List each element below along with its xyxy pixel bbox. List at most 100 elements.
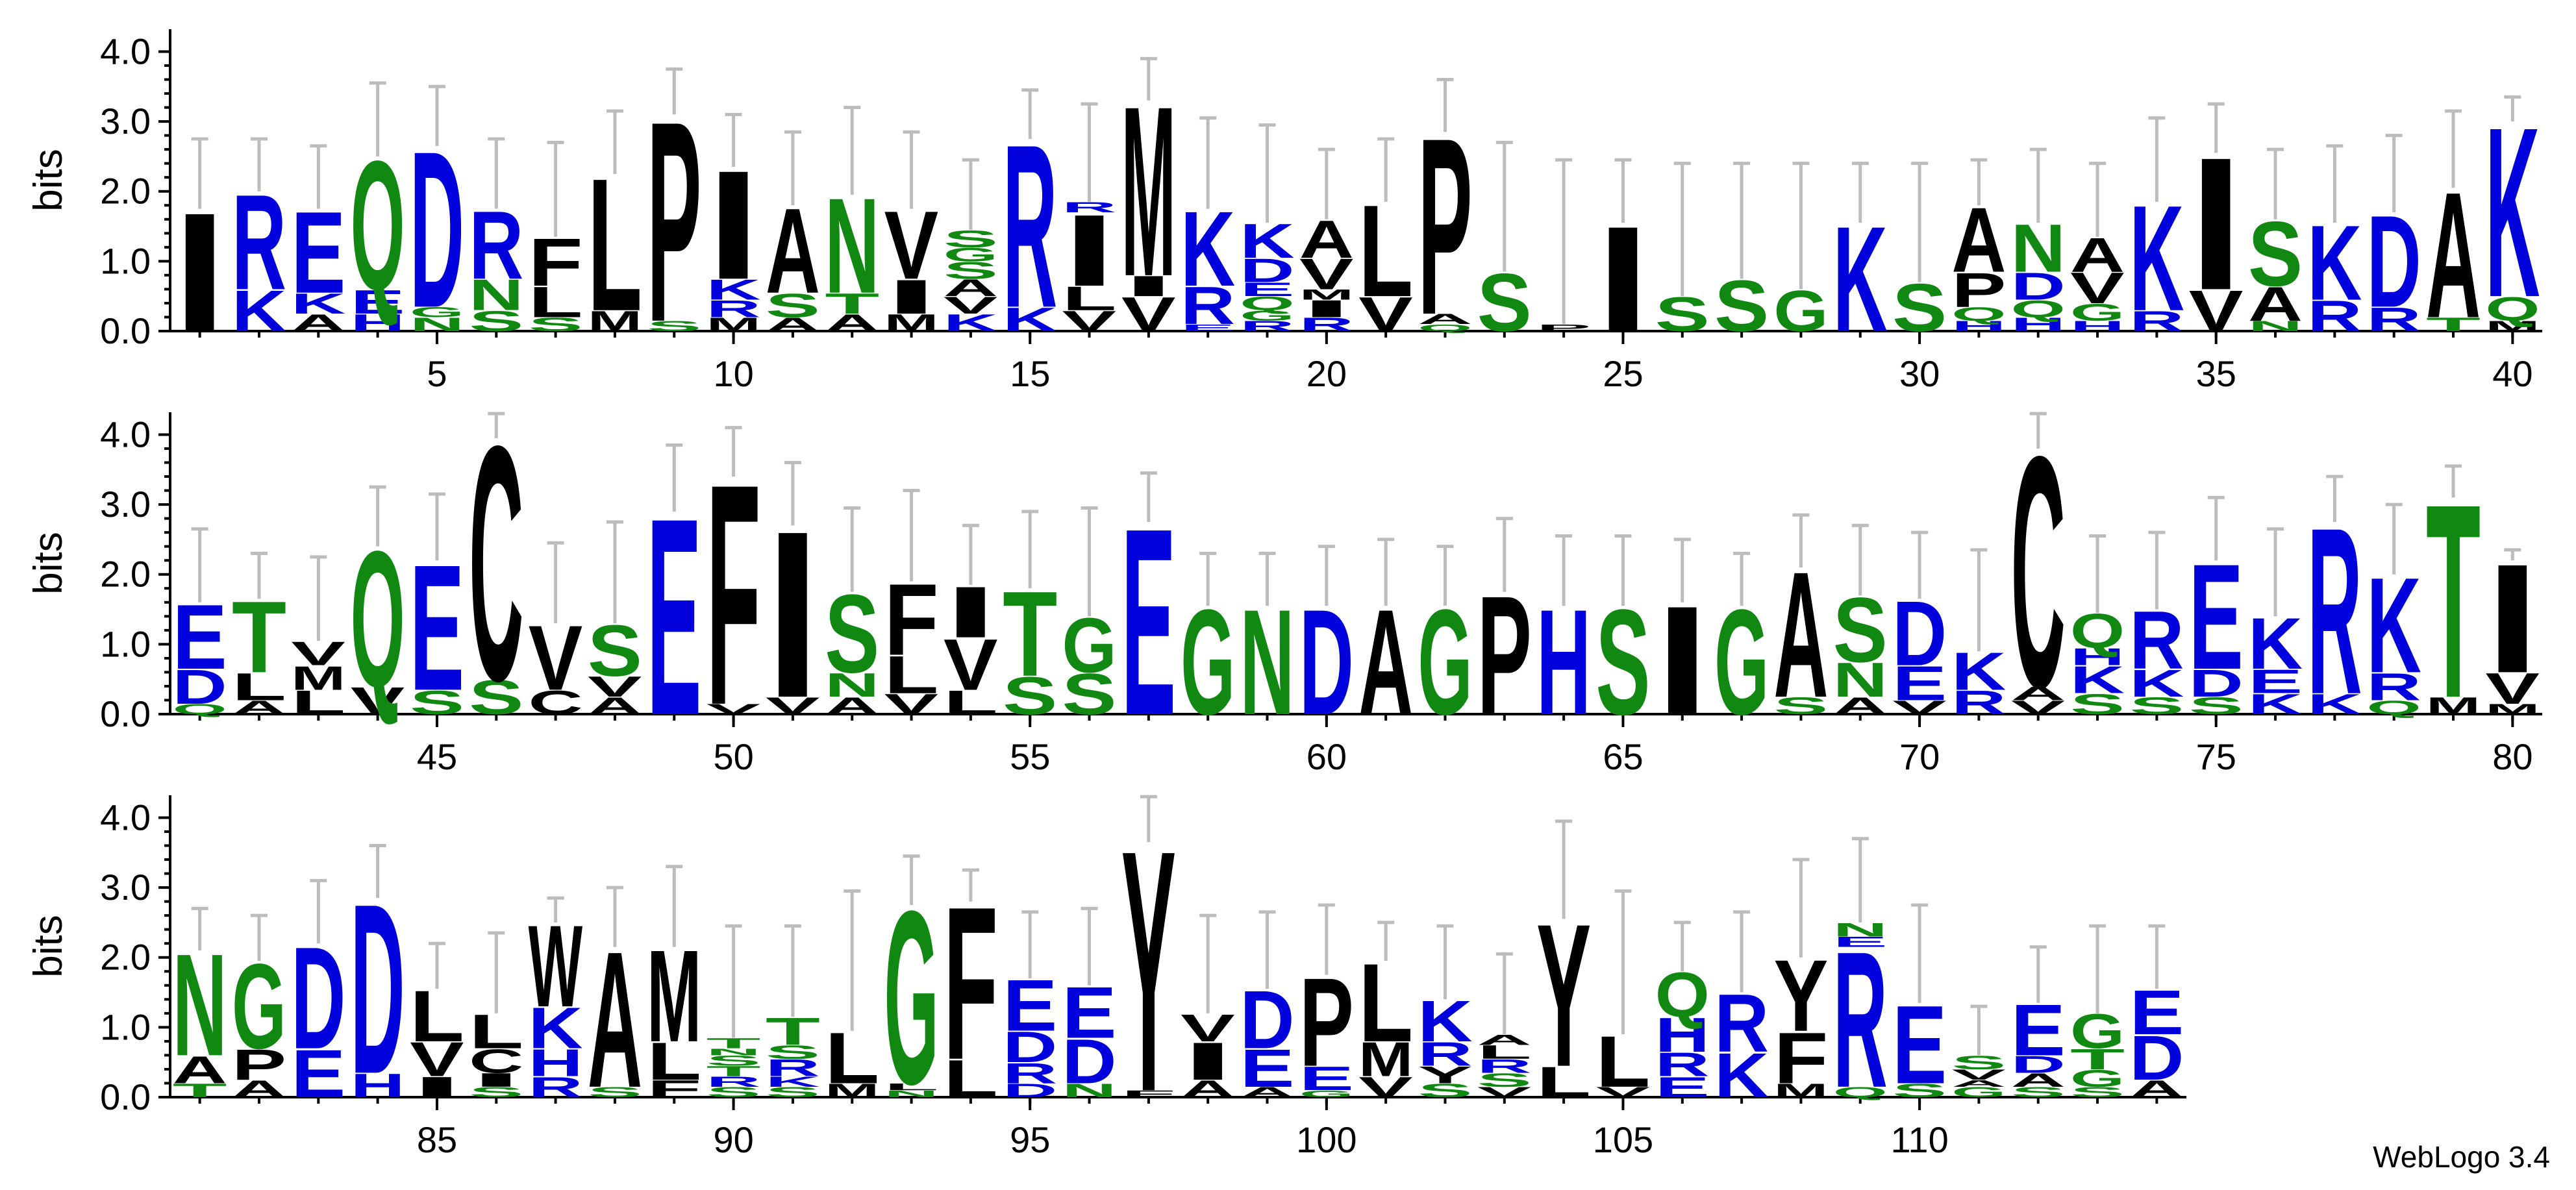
logo-letter-G: G xyxy=(1299,1089,1354,1100)
logo-letter-A: A xyxy=(173,1048,227,1091)
logo-letter-I: I xyxy=(1299,295,1354,323)
logo-letter-N: N xyxy=(1240,578,1295,746)
logo-letter-M: M xyxy=(2485,701,2540,717)
weblogo-credit: WebLogo 3.4 xyxy=(2373,1140,2550,1174)
logo-letter-V: V xyxy=(944,624,998,705)
logo-letter-G: G xyxy=(1062,602,1117,689)
logo-letter-R: R xyxy=(1003,1057,1057,1089)
logo-letter-G: G xyxy=(884,860,939,1136)
logo-letter-I: I xyxy=(1062,194,1117,308)
logo-letter-N: N xyxy=(1833,652,1888,707)
logo-letter-S: S xyxy=(1595,578,1650,747)
logo-letter-L: L xyxy=(1062,280,1117,317)
logo-letter-E: E xyxy=(1655,1071,1710,1104)
logo-letter-S: S xyxy=(1714,266,1769,347)
logo-letter-A: A xyxy=(232,697,286,718)
logo-letter-S: S xyxy=(1892,269,1947,345)
logo-letter-G: G xyxy=(2070,299,2125,327)
logo-letter-A: A xyxy=(2011,682,2066,704)
logo-letter-N: N xyxy=(825,666,879,704)
logo-letter-E: E xyxy=(1833,934,1888,950)
logo-letter-A: A xyxy=(2426,155,2481,355)
x-tick-label: 90 xyxy=(713,1119,753,1160)
logo-letter-N: N xyxy=(1062,1080,1117,1101)
logo-letter-S: S xyxy=(2011,1084,2066,1100)
logo-letter-L: L xyxy=(1536,1058,1591,1106)
logo-letter-V: V xyxy=(351,679,405,723)
logo-letter-Q: Q xyxy=(2367,697,2421,719)
logo-letter-S: S xyxy=(469,305,523,338)
x-tick-label: 20 xyxy=(1307,353,1347,394)
logo-letter-T: T xyxy=(707,1035,761,1051)
logo-letter-K: K xyxy=(707,273,761,306)
logo-letter-V: V xyxy=(410,1032,464,1086)
logo-letter-L: L xyxy=(529,278,583,327)
logo-letter-A: A xyxy=(2011,1069,2066,1091)
logo-letter-L: L xyxy=(232,665,286,709)
logo-letter-V: V xyxy=(2189,279,2244,343)
logo-letter-G: G xyxy=(944,243,998,266)
logo-letter-K: K xyxy=(944,310,998,337)
logo-letter-F: F xyxy=(944,862,998,1106)
y-tick-label: 3.0 xyxy=(100,101,151,142)
y-tick-label: 0.0 xyxy=(100,693,151,734)
logo-letter-V: V xyxy=(2485,665,2540,713)
logo-letter-S: S xyxy=(588,610,642,691)
logo-letter-S: S xyxy=(707,1084,761,1100)
logo-letter-K: K xyxy=(291,287,345,319)
logo-letter-V: V xyxy=(1358,288,1413,341)
logo-letter-E: E xyxy=(1892,656,1947,711)
logo-letter-R: R xyxy=(707,295,761,323)
logo-letter-K: K xyxy=(1181,190,1235,309)
logo-letter-S: S xyxy=(766,287,820,325)
logo-letter-P: P xyxy=(1951,262,2006,317)
logo-letter-N: N xyxy=(884,1088,939,1099)
logo-letter-K: K xyxy=(2129,662,2184,705)
logo-letter-A: A xyxy=(1181,1076,1235,1103)
logo-letter-T: T xyxy=(825,287,879,319)
logo-letter-E: E xyxy=(647,460,701,775)
y-tick-label: 4.0 xyxy=(100,414,151,454)
logo-letter-E: E xyxy=(1121,474,1176,771)
logo-letter-R: R xyxy=(1418,1035,1472,1074)
logo-letter-A: A xyxy=(766,314,820,335)
logo-letter-I: I xyxy=(707,138,761,312)
logo-letter-H: H xyxy=(529,1041,583,1084)
logo-letter-A: A xyxy=(1773,534,1828,735)
logo-letter-M: M xyxy=(647,923,701,1069)
logo-letter-T: T xyxy=(2426,314,2481,335)
logo-letter-D: D xyxy=(2367,188,2421,334)
logo-letter-I: I xyxy=(173,177,227,367)
logo-letter-A: A xyxy=(825,310,879,337)
logo-letter-D: D xyxy=(2011,264,2066,308)
logo-letter-S: S xyxy=(1418,1080,1472,1101)
logo-letter-I: I xyxy=(1181,1031,1235,1091)
logo-letter-I: I xyxy=(410,1071,464,1103)
logo-letter-T: T xyxy=(2070,1043,2125,1075)
logo-letter-R: R xyxy=(232,166,286,318)
logo-letter-K: K xyxy=(529,996,583,1061)
logo-letter-S: S xyxy=(1833,578,1888,682)
logo-letter-V: V xyxy=(2070,264,2125,313)
logo-letter-V: V xyxy=(944,291,998,319)
logo-letter-G: G xyxy=(1773,279,1828,344)
y-axis-label: bits xyxy=(26,915,71,977)
logo-letter-S: S xyxy=(469,670,523,725)
y-tick-label: 1.0 xyxy=(100,623,151,664)
logo-letter-M: M xyxy=(884,310,939,337)
logo-letter-S: S xyxy=(944,225,998,253)
logo-letter-L: L xyxy=(884,1082,939,1093)
logo-letter-G: G xyxy=(232,939,286,1074)
logo-letter-K: K xyxy=(766,1074,820,1090)
logo-letter-K: K xyxy=(232,279,286,344)
logo-letter-E: E xyxy=(1240,1039,1295,1098)
logo-letter-A: A xyxy=(2129,1076,2184,1103)
logo-letter-S: S xyxy=(2189,692,2244,719)
logo-letter-K: K xyxy=(1951,642,2006,701)
logo-letter-C: C xyxy=(2011,388,2066,757)
logo-letter-G: G xyxy=(1181,578,1235,747)
logo-letter-S: S xyxy=(707,1052,761,1069)
logo-letter-E: E xyxy=(351,283,405,321)
logo-letter-S: S xyxy=(944,256,998,284)
logo-letter-I: I xyxy=(1121,269,1176,302)
